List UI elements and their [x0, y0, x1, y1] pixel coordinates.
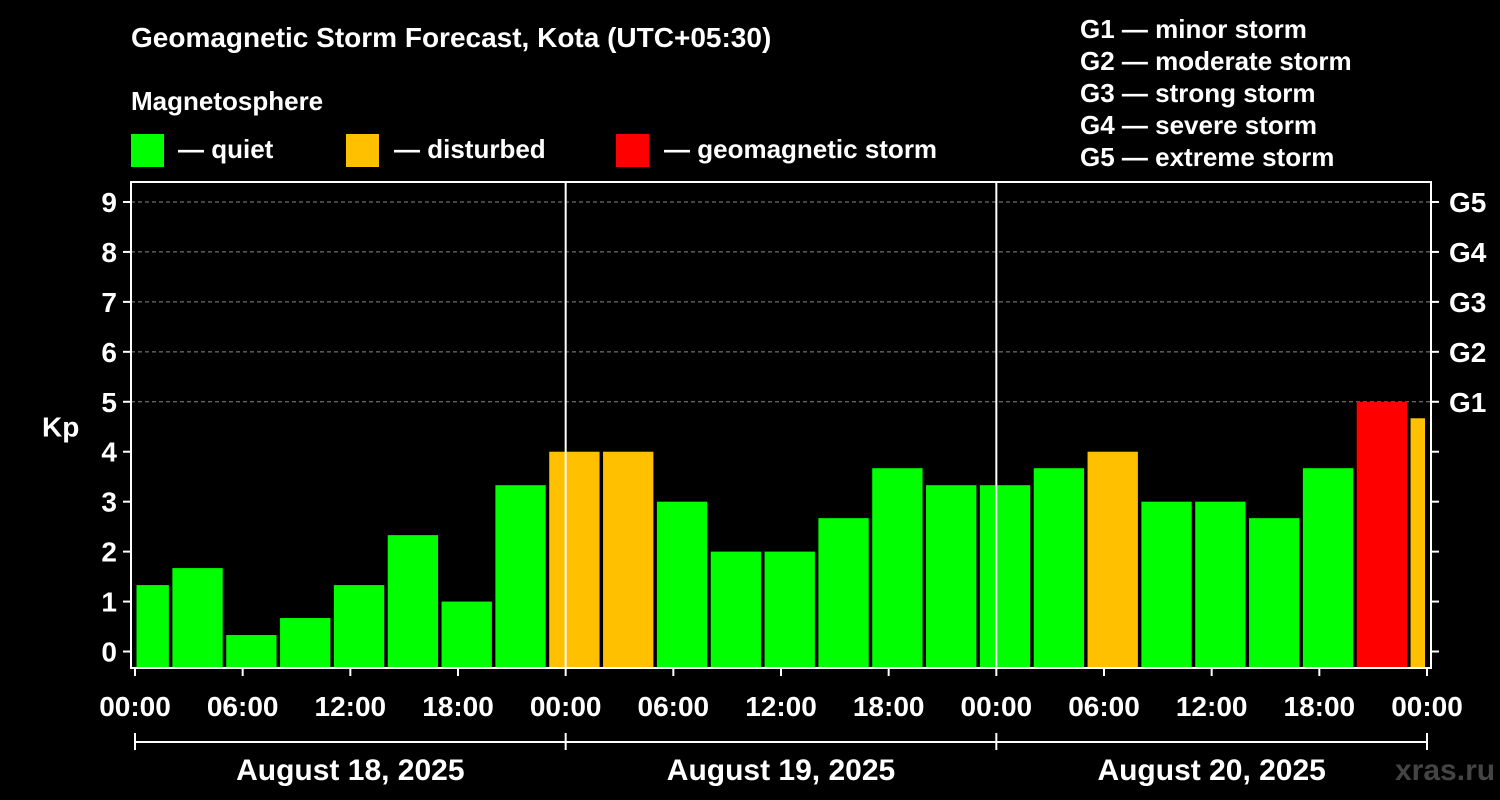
kp-bar-11 — [710, 551, 762, 668]
kp-bar-18 — [1087, 451, 1138, 668]
kp-bar-5 — [387, 535, 439, 668]
y-tick-label: 8 — [101, 237, 117, 268]
x-tick-label: 18:00 — [422, 691, 494, 722]
x-tick-label: 18:00 — [853, 691, 925, 722]
x-tick-label: 06:00 — [638, 691, 710, 722]
g-scale-label-G5: G5 — [1449, 187, 1486, 218]
legend-heading: Magnetosphere — [131, 86, 324, 116]
y-tick-label: 5 — [101, 387, 117, 418]
kp-bar-14 — [872, 468, 923, 668]
kp-bar-0 — [136, 585, 169, 668]
kp-bar-10 — [656, 501, 708, 668]
y-tick-label: 4 — [101, 437, 117, 468]
kp-bar-7 — [495, 485, 546, 668]
day-label: August 19, 2025 — [667, 754, 895, 787]
y-tick-label: 3 — [101, 487, 117, 518]
x-tick-label: 00:00 — [530, 691, 602, 722]
x-tick-label: 12:00 — [1176, 691, 1248, 722]
x-tick-label: 06:00 — [1068, 691, 1140, 722]
legend-label-storm: — geomagnetic storm — [664, 134, 938, 164]
kp-bar-3 — [280, 618, 331, 668]
x-tick-label: 06:00 — [207, 691, 279, 722]
y-tick-label: 6 — [101, 337, 117, 368]
day-label: August 18, 2025 — [236, 754, 464, 787]
kp-bar-23 — [1356, 401, 1408, 668]
legend-swatch-disturbed — [346, 134, 379, 167]
x-tick-label: 00:00 — [1391, 691, 1463, 722]
legend-swatch-storm — [616, 134, 649, 167]
kp-bar-16 — [979, 485, 1031, 668]
storm-scale-g4: G4 — severe storm — [1080, 110, 1318, 140]
storm-scale-g1: G1 — minor storm — [1080, 14, 1307, 44]
kp-bar-19 — [1141, 501, 1192, 668]
g-scale-label-G4: G4 — [1449, 237, 1487, 268]
kp-bar-20 — [1195, 501, 1246, 668]
legend-swatch-quiet — [131, 134, 164, 167]
storm-scale-g3: G3 — strong storm — [1080, 78, 1316, 108]
x-tick-label: 12:00 — [315, 691, 387, 722]
chart-title: Geomagnetic Storm Forecast, Kota (UTC+05… — [131, 22, 772, 53]
g-scale-label-G3: G3 — [1449, 287, 1486, 318]
day-label: August 20, 2025 — [1097, 754, 1325, 787]
kp-bar-1 — [172, 568, 223, 668]
kp-bar-17 — [1033, 468, 1085, 668]
y-tick-label: 0 — [101, 637, 117, 668]
kp-bar-12 — [764, 551, 815, 668]
x-tick-label: 18:00 — [1284, 691, 1356, 722]
legend-label-quiet: — quiet — [178, 134, 274, 164]
kp-bar-15 — [926, 485, 977, 668]
y-tick-label: 2 — [101, 537, 117, 568]
y-tick-label: 1 — [101, 587, 117, 618]
y-axis-label: Kp — [42, 412, 79, 443]
g-scale-label-G2: G2 — [1449, 337, 1486, 368]
storm-scale-g2: G2 — moderate storm — [1080, 46, 1352, 76]
kp-bar-13 — [818, 518, 869, 668]
y-tick-label: 9 — [101, 187, 117, 218]
watermark: xras.ru — [1395, 754, 1496, 787]
kp-bar-6 — [441, 601, 492, 668]
x-tick-label: 00:00 — [99, 691, 171, 722]
x-tick-label: 00:00 — [961, 691, 1033, 722]
storm-scale-g5: G5 — extreme storm — [1080, 142, 1335, 172]
kp-bar-22 — [1302, 468, 1354, 668]
kp-bar-21 — [1249, 518, 1300, 668]
kp-bar-24 — [1410, 418, 1425, 668]
kp-bar-4 — [333, 585, 385, 668]
y-tick-label: 7 — [101, 287, 117, 318]
kp-bar-9 — [603, 451, 654, 668]
kp-bar-2 — [226, 635, 277, 668]
kp-bar-8 — [549, 451, 600, 668]
g-scale-label-G1: G1 — [1449, 387, 1486, 418]
x-tick-label: 12:00 — [745, 691, 817, 722]
legend-label-disturbed: — disturbed — [394, 134, 546, 164]
